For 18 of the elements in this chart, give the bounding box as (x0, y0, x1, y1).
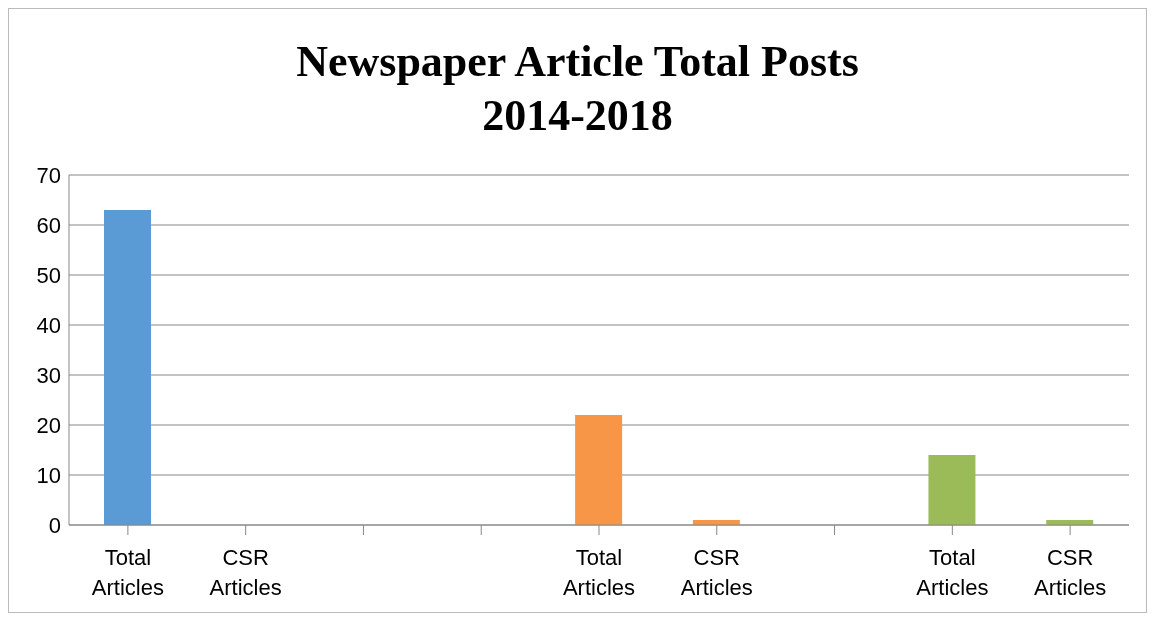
y-tick-label: 0 (48, 512, 61, 538)
x-tick-label: CSR Articles (209, 545, 282, 600)
y-tick-label: 70 (36, 162, 61, 188)
y-tick-label: 50 (36, 262, 61, 288)
x-tick-label: Total Articles (916, 545, 989, 600)
bar (104, 210, 151, 525)
x-tick-label: CSR Articles (680, 545, 753, 600)
x-tick-label: Total Articles (91, 545, 164, 600)
y-tick-label: 30 (36, 362, 61, 388)
x-tick-label: Total Articles (562, 545, 636, 600)
x-tick-label: CSR Articles (1034, 545, 1107, 600)
y-tick-label: 20 (36, 412, 61, 438)
chart-title: Newspaper Article Total Posts 2014-2018 (295, 36, 860, 142)
y-tick-label: 60 (36, 212, 61, 238)
y-tick-label: 40 (36, 312, 61, 338)
y-tick-label: 10 (36, 462, 61, 488)
bar (575, 415, 623, 525)
bar (928, 455, 976, 525)
